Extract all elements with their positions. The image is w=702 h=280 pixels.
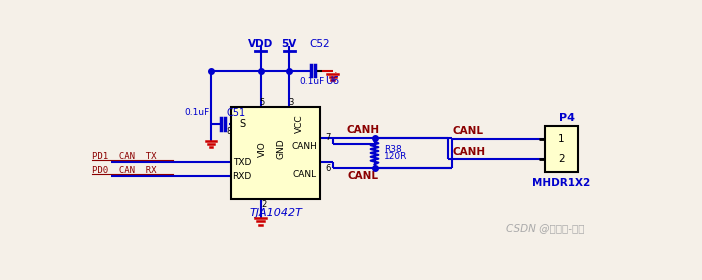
Text: 2: 2 xyxy=(261,200,266,209)
Text: CSDN @嵌入式-老费: CSDN @嵌入式-老费 xyxy=(505,223,584,233)
Text: TJA1042T: TJA1042T xyxy=(249,208,302,218)
Text: 0.1uF: 0.1uF xyxy=(184,108,209,117)
Text: 5V: 5V xyxy=(282,39,297,49)
Text: RXD: RXD xyxy=(232,172,251,181)
Text: 1: 1 xyxy=(558,134,564,144)
Text: 0.1uF: 0.1uF xyxy=(300,77,325,86)
Text: 8: 8 xyxy=(226,127,232,136)
Text: CANL: CANL xyxy=(293,170,317,179)
Bar xyxy=(545,126,578,172)
Text: CANL: CANL xyxy=(347,171,378,181)
Text: C51: C51 xyxy=(227,108,246,118)
Text: CANH: CANH xyxy=(346,125,380,135)
Text: 120R: 120R xyxy=(384,152,407,161)
Text: 2: 2 xyxy=(558,154,564,164)
Bar xyxy=(231,107,320,199)
Text: 6: 6 xyxy=(325,164,330,173)
Text: R38: R38 xyxy=(384,144,402,154)
Text: MHDR1X2: MHDR1X2 xyxy=(532,178,590,188)
Text: GND: GND xyxy=(277,139,286,159)
Text: VDD: VDD xyxy=(248,39,273,49)
Text: PD0  CAN  RX: PD0 CAN RX xyxy=(93,166,157,175)
Text: 7: 7 xyxy=(325,133,330,142)
Text: 5: 5 xyxy=(260,98,265,108)
Text: CANH: CANH xyxy=(452,146,485,157)
Text: U6: U6 xyxy=(326,76,340,86)
Text: VIO: VIO xyxy=(258,141,267,157)
Text: TXD: TXD xyxy=(233,158,251,167)
Text: C52: C52 xyxy=(310,39,330,49)
Text: 3: 3 xyxy=(288,98,293,108)
Text: ·: · xyxy=(334,68,338,78)
Text: S: S xyxy=(239,119,245,129)
Text: CANL: CANL xyxy=(452,126,483,136)
Text: CANH: CANH xyxy=(292,142,318,151)
Text: P4: P4 xyxy=(559,113,576,123)
Text: PD1  CAN  TX: PD1 CAN TX xyxy=(93,152,157,161)
Text: VCC: VCC xyxy=(295,114,304,133)
